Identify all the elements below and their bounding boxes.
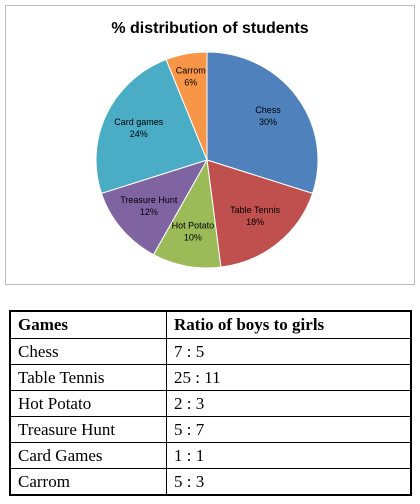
chart-title: % distribution of students — [111, 20, 308, 37]
table-cell: Card Games — [9, 442, 167, 469]
table-row: Card Games 1 : 1 — [9, 442, 412, 469]
slice-label: Hot Potato — [172, 221, 215, 231]
table-cell: 25 : 11 — [166, 364, 412, 391]
header-cell: Games — [9, 310, 167, 339]
table-body: Chess 7 : 5 Table Tennis 25 : 11 Hot Potato 2… — [9, 338, 412, 496]
table-row: Table Tennis 25 : 11 — [9, 364, 412, 391]
pie-slice — [206, 51, 319, 194]
slice-value-label: 30% — [259, 117, 277, 127]
pie-slice — [165, 51, 208, 161]
table-cell: 1 : 1 — [166, 442, 412, 469]
table-cell: 2 : 3 — [166, 390, 412, 417]
slice-label: Carrom — [176, 66, 206, 76]
slice-label: Table Tennis — [230, 205, 280, 215]
table-cell: Chess — [9, 338, 167, 365]
slice-label: Treasure Hunt — [120, 195, 178, 205]
table-header: Games Ratio of boys to girls — [9, 310, 412, 339]
slice-value-label: 18% — [246, 217, 264, 227]
table-cell: Carrom — [9, 468, 167, 496]
table-row: Chess 7 : 5 — [9, 338, 412, 365]
table-cell: 5 : 7 — [166, 416, 412, 443]
pie-slice — [100, 159, 209, 256]
table-row: Hot Potato 2 : 3 — [9, 390, 412, 417]
chart: % distribution of students Chess 30% Table… — [5, 5, 415, 285]
slice-value-label: 10% — [184, 233, 202, 243]
table-cell: Treasure Hunt — [9, 416, 167, 443]
slice-label: Card games — [114, 117, 164, 127]
table-cell: Table Tennis — [9, 364, 167, 391]
slice-value-label: 24% — [130, 129, 148, 139]
table-cell: 5 : 3 — [166, 468, 412, 496]
slice-value-label: 12% — [140, 207, 158, 217]
table-row: Carrom 5 : 3 — [9, 468, 412, 496]
table-cell: Hot Potato — [9, 390, 167, 417]
table-row: Treasure Hunt 5 : 7 — [9, 416, 412, 443]
table-cell: 7 : 5 — [166, 338, 412, 365]
header-cell: Ratio of boys to girls — [166, 310, 412, 339]
pie-slice — [206, 159, 314, 268]
slice-label: Chess — [255, 105, 281, 115]
slice-value-label: 6% — [184, 78, 197, 88]
